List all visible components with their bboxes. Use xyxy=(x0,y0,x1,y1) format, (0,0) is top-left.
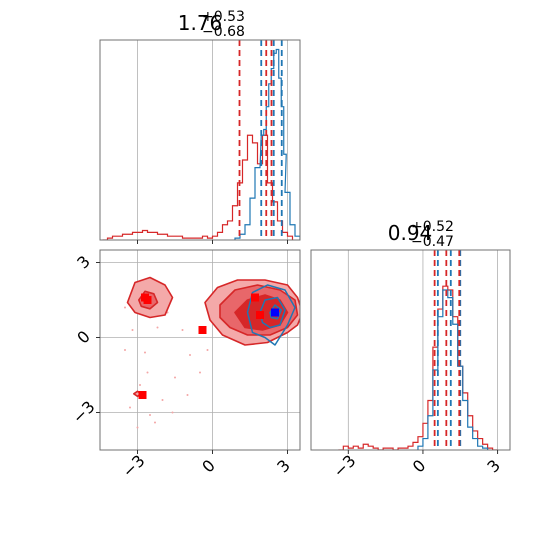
faint-sample-point xyxy=(124,349,126,351)
red-square-marker xyxy=(143,296,152,304)
param1-title-minus: −0.68 xyxy=(202,24,245,40)
red-square-marker xyxy=(256,311,264,319)
faint-sample-point xyxy=(131,329,134,331)
faint-sample-point xyxy=(199,371,201,374)
faint-sample-point xyxy=(161,399,164,401)
panel-frame xyxy=(310,249,511,451)
faint-sample-point xyxy=(154,421,156,424)
blue-histogram xyxy=(234,48,300,240)
faint-sample-point xyxy=(186,394,189,396)
red-histogram xyxy=(338,285,498,450)
param1-title-plus: +0.53 xyxy=(202,9,245,25)
blue-contour xyxy=(259,296,286,329)
faint-sample-point xyxy=(124,306,126,309)
faint-sample-point xyxy=(144,351,146,354)
marginal-panel-param1 xyxy=(99,39,301,244)
x-tick-label: 3 xyxy=(273,456,294,477)
faint-sample-point xyxy=(129,406,131,409)
faint-sample-point xyxy=(146,371,149,374)
x-tick-label: 0 xyxy=(409,456,430,477)
blue-square-marker xyxy=(271,308,279,317)
x-tick-label: 0 xyxy=(198,456,219,477)
y-tick-label: 0 xyxy=(73,327,94,348)
x-tick-label: −3 xyxy=(119,451,149,481)
faint-sample-point xyxy=(174,376,176,379)
blue-contour xyxy=(269,304,283,320)
panel-frame xyxy=(99,39,301,241)
param2-title-plus: +0.52 xyxy=(411,219,454,235)
marginal-panel-param2: −3 0 3 xyxy=(310,249,511,481)
param2-title-value: 0.94 xyxy=(388,221,433,245)
y-tick-label: 3 xyxy=(73,252,94,273)
faint-sample-point xyxy=(136,426,139,429)
y-tick-label: −3 xyxy=(69,397,99,427)
red-square-marker xyxy=(251,293,259,302)
blue-histogram xyxy=(417,289,489,450)
faint-sample-point xyxy=(149,414,151,416)
red-histogram xyxy=(102,134,294,240)
faint-sample-point xyxy=(156,326,159,329)
x-tick-label: 3 xyxy=(483,456,504,477)
param1-title-value: 1.76 xyxy=(178,11,223,35)
red-square-marker xyxy=(138,391,147,399)
panel-frame xyxy=(99,249,301,451)
faint-sample-point xyxy=(189,354,191,356)
faint-sample-point xyxy=(139,384,141,386)
faint-sample-point xyxy=(171,411,174,414)
red-square-marker xyxy=(198,326,207,334)
faint-sample-point xyxy=(181,329,184,331)
joint-plot-area xyxy=(124,276,300,429)
blue-contour xyxy=(246,284,296,346)
faint-sample-point xyxy=(206,349,209,351)
param2-title: 0.94 xyxy=(388,221,433,245)
param2-title-minus: −0.47 xyxy=(411,234,454,250)
x-tick-label: −3 xyxy=(329,451,359,481)
param1-title: 1.76 xyxy=(178,11,223,35)
joint-panel: −3 0 3 −3 0 3 xyxy=(69,249,301,481)
